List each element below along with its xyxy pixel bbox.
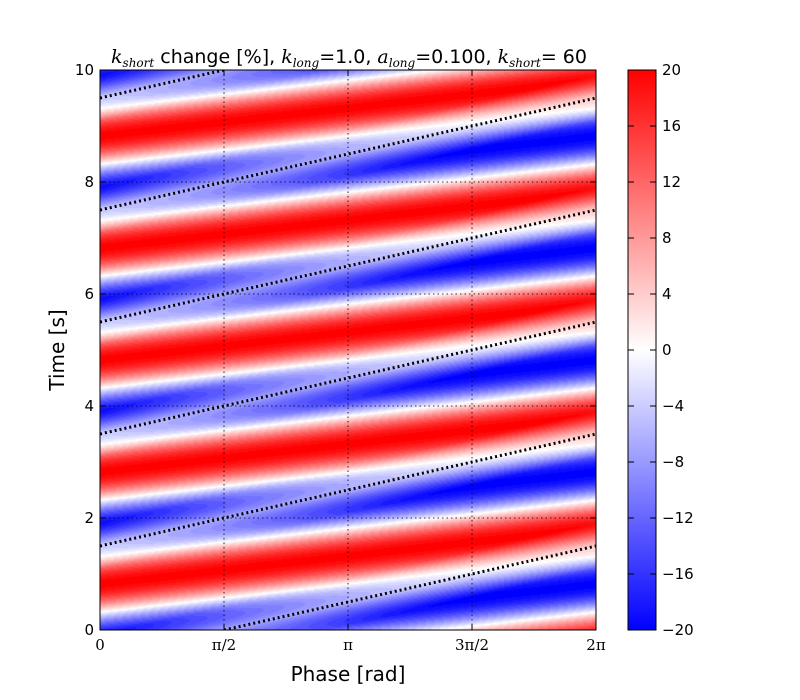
x-tick-label: 2π [586,636,606,654]
y-tick-label: 8 [84,173,94,191]
colorbar-tick-label: −4 [662,397,684,415]
colorbar-tick-label: −12 [662,509,694,527]
y-axis: 0 2 4 6 8 10 [75,61,596,639]
dotted-line [223,544,596,630]
y-tick-label: 6 [84,285,94,303]
y-tick-label: 2 [84,509,94,527]
colorbar-tick-label: −20 [662,621,694,639]
dotted-line [100,70,225,100]
x-tick-label: π/2 [212,636,236,654]
colorbar-tick-label: 12 [662,173,681,191]
y-tick-label: 4 [84,397,94,415]
x-tick-label: 3π/2 [455,636,489,654]
colorbar-ticks: 20 16 12 8 4 0 −4 −8 −12 −16 −20 [628,61,694,639]
colorbar-tick-label: 20 [662,61,681,79]
colorbar-tick-label: 8 [662,229,672,247]
colorbar-tick-label: −8 [662,453,684,471]
colorbar-tick-label: 4 [662,285,672,303]
chart-title: kshort change [%], klong=1.0, along=0.10… [111,46,587,70]
plot-area: 0 π/2 π 3π/2 2π 0 2 4 6 8 10 [75,61,606,654]
x-tick-label: 0 [95,636,105,654]
y-tick-label: 10 [75,61,94,79]
x-axis-label: Phase [rad] [291,662,406,686]
x-axis: 0 π/2 π 3π/2 2π [95,70,606,654]
y-tick-label: 0 [84,621,94,639]
colorbar: 20 16 12 8 4 0 −4 −8 −12 −16 −20 [627,61,694,639]
colorbar-tick-label: 16 [662,117,681,135]
colorbar-tick-label: −16 [662,565,694,583]
x-tick-label: π [343,636,353,654]
dotted-lines [100,70,596,630]
y-axis-label: Time [s] [45,309,69,391]
colorbar-tick-label: 0 [662,341,672,359]
